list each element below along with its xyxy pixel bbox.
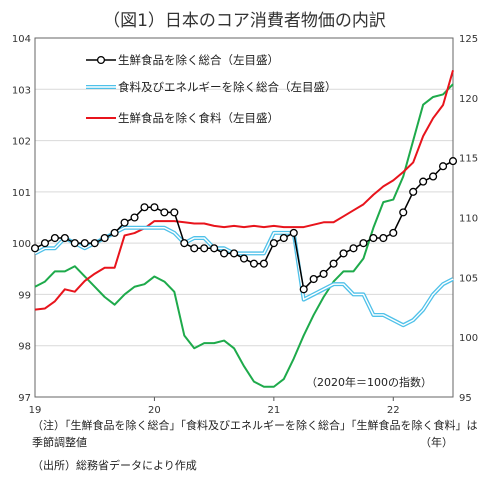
series-point-0 bbox=[359, 239, 368, 248]
base-year-annotation: （2020年＝100の指数） bbox=[306, 375, 432, 389]
y-right-tick-label: 120 bbox=[459, 94, 478, 105]
y-left-tick-label: 104 bbox=[12, 34, 31, 45]
series-point-0 bbox=[279, 233, 288, 243]
series-point-0 bbox=[239, 254, 249, 263]
series-point-0 bbox=[60, 233, 69, 243]
y-right-tick-label: 95 bbox=[459, 393, 472, 404]
series-point-0 bbox=[229, 249, 239, 258]
series-point-0 bbox=[419, 177, 428, 186]
series-line-3 bbox=[34, 83, 454, 388]
series-point-0 bbox=[80, 239, 89, 248]
legend-label-1: 食料及びエネルギーを除く総合（左目盛） bbox=[118, 80, 337, 94]
series-point-0 bbox=[369, 233, 378, 243]
x-tick-label: 21 bbox=[267, 405, 280, 416]
series-point-0 bbox=[269, 239, 278, 248]
series-point-0 bbox=[40, 239, 50, 248]
series-point-0 bbox=[379, 233, 388, 243]
legend-label-0: 生鮮食品を除く総合（左目盛） bbox=[118, 53, 279, 67]
source-note: （出所）総務省データにより作成 bbox=[32, 459, 197, 472]
series-point-0 bbox=[259, 259, 268, 268]
y-right-tick-label: 100 bbox=[459, 333, 478, 344]
series-point-0 bbox=[409, 187, 418, 196]
series-point-0 bbox=[429, 172, 438, 181]
series-point-0 bbox=[249, 259, 259, 268]
series-point-0 bbox=[389, 228, 398, 237]
series-point-0 bbox=[399, 208, 408, 217]
x-unit-label: （年） bbox=[420, 436, 453, 449]
series-point-0 bbox=[180, 239, 189, 248]
y-left-tick-label: 100 bbox=[12, 239, 31, 250]
series-point-0 bbox=[200, 244, 209, 253]
note-line-2: 季節調整値 bbox=[32, 436, 87, 449]
y-left-tick-label: 99 bbox=[18, 290, 31, 301]
y-right-tick-label: 110 bbox=[459, 214, 478, 225]
series-point-0 bbox=[100, 233, 109, 243]
x-tick-label: 22 bbox=[387, 405, 400, 416]
series-point-0 bbox=[170, 208, 179, 217]
series-point-0 bbox=[140, 203, 149, 212]
y-left-tick-label: 102 bbox=[12, 137, 31, 148]
series-point-0 bbox=[130, 213, 139, 222]
y-left-tick-label: 98 bbox=[18, 342, 31, 353]
note-line-1: （注）「生鮮食品を除く総合」「食料及びエネルギーを除く総合」「生鮮食品を除く食料… bbox=[32, 419, 478, 432]
series-point-0 bbox=[160, 208, 169, 217]
x-tick-label: 19 bbox=[29, 405, 42, 416]
legend-label-2: 生鮮食品を除く食料（左目盛） bbox=[118, 111, 279, 125]
x-tick-label: 20 bbox=[148, 405, 161, 416]
series-point-0 bbox=[448, 157, 458, 166]
series-point-0 bbox=[210, 244, 219, 253]
series-point-0 bbox=[349, 244, 358, 253]
y-right-tick-label: 115 bbox=[459, 154, 478, 165]
chart-title: （図1）日本のコア消費者物価の内訳 bbox=[103, 11, 386, 31]
series-point-0 bbox=[289, 228, 298, 237]
series-point-0 bbox=[190, 244, 199, 253]
y-left-tick-label: 103 bbox=[12, 85, 31, 96]
series-point-0 bbox=[70, 239, 79, 248]
series-line-2 bbox=[34, 70, 454, 311]
legend-marker-0 bbox=[96, 55, 106, 65]
series-point-0 bbox=[329, 259, 338, 268]
y-right-tick-label: 105 bbox=[459, 273, 478, 284]
series-point-0 bbox=[50, 233, 59, 243]
series-point-0 bbox=[220, 249, 229, 258]
series-point-0 bbox=[150, 203, 159, 212]
series-point-0 bbox=[319, 269, 328, 278]
series-point-0 bbox=[30, 244, 40, 253]
series-point-0 bbox=[120, 218, 129, 227]
series-point-0 bbox=[438, 162, 448, 171]
series-point-0 bbox=[309, 274, 318, 284]
series-point-0 bbox=[299, 285, 308, 294]
series-point-0 bbox=[90, 239, 99, 248]
plot-frame bbox=[34, 37, 454, 398]
y-left-tick-label: 101 bbox=[12, 188, 31, 199]
y-left-tick-label: 97 bbox=[18, 393, 31, 404]
y-right-tick-label: 125 bbox=[459, 34, 478, 45]
series-line-0 bbox=[34, 160, 454, 291]
series-point-0 bbox=[339, 249, 348, 258]
series-point-0 bbox=[110, 228, 119, 237]
